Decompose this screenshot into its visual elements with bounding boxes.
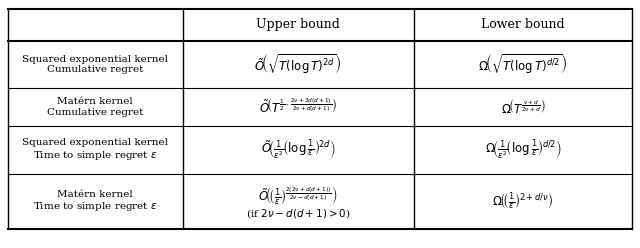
Text: $\tilde{O}\!\left(\sqrt{T(\log T)^{2d}}\right)$: $\tilde{O}\!\left(\sqrt{T(\log T)^{2d}}\… (255, 52, 342, 76)
Text: (if $2\nu - d(d+1) > 0$): (if $2\nu - d(d+1) > 0$) (246, 207, 351, 220)
Text: Lower bound: Lower bound (481, 18, 564, 31)
Text: $\tilde{O}\!\left(T^{\frac{1}{2}\cdot\frac{2\nu+3d(d+1)}{2\nu+d(d+1)}}\right)$: $\tilde{O}\!\left(T^{\frac{1}{2}\cdot\fr… (259, 98, 337, 116)
Text: $\Omega\!\left(T^{\frac{\nu+d}{2\nu+d}}\right)$: $\Omega\!\left(T^{\frac{\nu+d}{2\nu+d}}\… (500, 98, 545, 116)
Text: $\tilde{O}\!\left(\frac{1}{\epsilon^2}\!\left(\log\frac{1}{\epsilon}\right)^{\!2: $\tilde{O}\!\left(\frac{1}{\epsilon^2}\!… (261, 139, 335, 161)
Text: Squared exponential kernel
Time to simple regret $\epsilon$: Squared exponential kernel Time to simpl… (22, 138, 168, 162)
Text: $\Omega\!\left(\sqrt{T(\log T)^{d/2}}\right)$: $\Omega\!\left(\sqrt{T(\log T)^{d/2}}\ri… (478, 52, 568, 76)
Text: Upper bound: Upper bound (256, 18, 340, 31)
Text: $\tilde{O}\!\left(\!\left(\frac{1}{\epsilon}\right)^{\!\frac{2(2\nu+d(d+1))}{2\n: $\tilde{O}\!\left(\!\left(\frac{1}{\epsi… (259, 184, 338, 206)
Text: $\Omega\!\left(\!\left(\frac{1}{\epsilon}\right)^{\!2+d/\nu}\right)$: $\Omega\!\left(\!\left(\frac{1}{\epsilon… (492, 191, 554, 212)
Text: Squared exponential kernel
Cumulative regret: Squared exponential kernel Cumulative re… (22, 55, 168, 74)
Text: Matérn kernel
Time to simple regret $\epsilon$: Matérn kernel Time to simple regret $\ep… (33, 190, 157, 214)
Text: $\Omega\!\left(\frac{1}{\epsilon^2}\!\left(\log\frac{1}{\epsilon}\right)^{\!d/2}: $\Omega\!\left(\frac{1}{\epsilon^2}\!\le… (484, 139, 561, 162)
Text: Matérn kernel
Cumulative regret: Matérn kernel Cumulative regret (47, 97, 143, 117)
